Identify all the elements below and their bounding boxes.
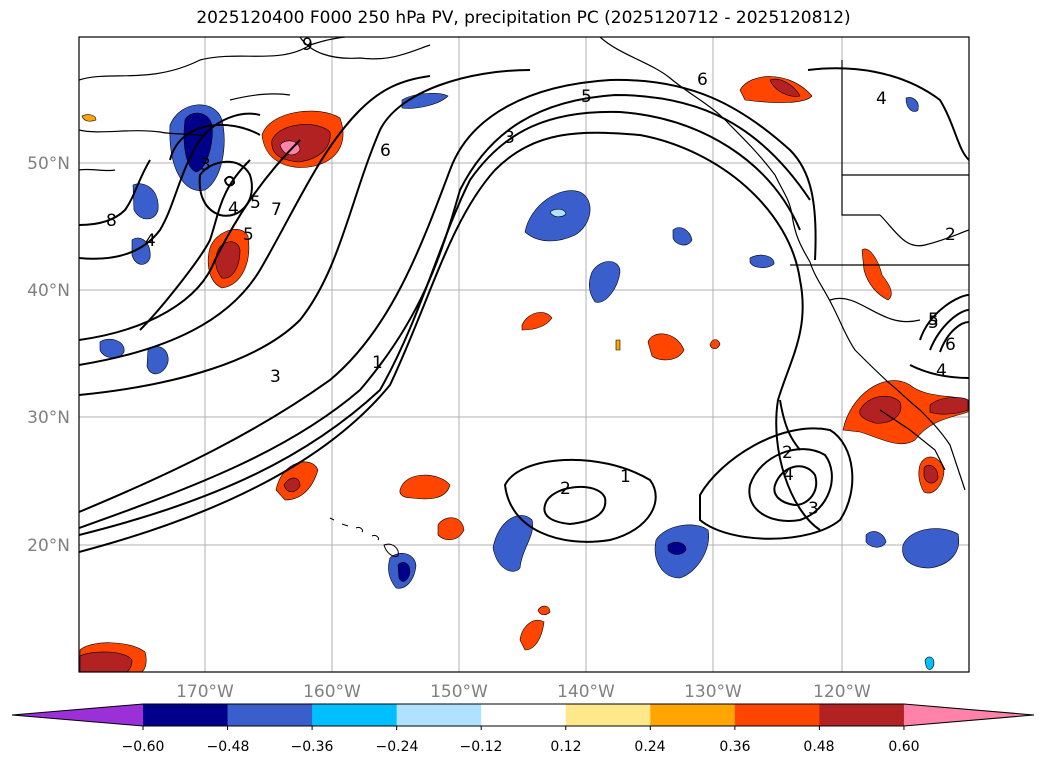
- contour-label: 4: [783, 465, 794, 485]
- colorbar-segment: [819, 704, 905, 726]
- colorbar-segment: [734, 704, 820, 726]
- contour-label: 6: [697, 70, 708, 90]
- lon-tick-label: 170°W: [176, 682, 234, 702]
- contour-label: 1: [372, 353, 383, 373]
- contour-label: 4: [145, 231, 156, 251]
- colorbar-segment: [312, 704, 398, 726]
- hawaiian-islands: [329, 517, 399, 557]
- map-title: 2025120400 F000 250 hPa PV, precipitatio…: [196, 8, 851, 28]
- map-frame: [78, 36, 970, 673]
- lat-tick-label: 40°N: [27, 281, 70, 301]
- colorbar-tick-label: −0.12: [460, 739, 503, 755]
- colorbar-segment: [650, 704, 736, 726]
- colorbar-tick-label: 0.36: [719, 739, 750, 755]
- contour-label: 3: [270, 367, 281, 387]
- contour-label: 3: [200, 155, 211, 175]
- colorbar-tick-label: 0.24: [634, 739, 665, 755]
- colorbar-extend-max: [903, 704, 1034, 726]
- contour-label: 2: [782, 443, 793, 463]
- lon-tick-label: 140°W: [557, 682, 615, 702]
- pv-contours: [79, 67, 969, 553]
- contour-label: 5: [928, 310, 939, 330]
- graticule: [79, 37, 969, 672]
- lon-tick-label: 120°W: [813, 682, 871, 702]
- contour-label: 4: [876, 89, 887, 109]
- contour-label: 7: [271, 200, 282, 220]
- colorbar: [11, 703, 1035, 730]
- colorbar-tick-label: 0.48: [803, 739, 834, 755]
- contour-label: 5: [581, 87, 592, 107]
- contour-labels: 9 8 7 6 5 4 5 6 4 5 3 2 3 1 5 4 5 6 4 1 …: [106, 35, 956, 519]
- lon-tick-label: 150°W: [430, 682, 488, 702]
- colorbar-tick-label: −0.24: [376, 739, 419, 755]
- contour-label: 5: [250, 193, 261, 213]
- contour-label: 3: [504, 128, 515, 148]
- colorbar-segment: [227, 704, 313, 726]
- colorbar-segment: [565, 704, 651, 726]
- contour-label: 4: [228, 199, 239, 219]
- contour-label: 6: [380, 141, 391, 161]
- longitude-tick-labels: 170°W 160°W 150°W 140°W 130°W 120°W: [176, 682, 871, 702]
- colorbar-tick-label: −0.36: [291, 739, 334, 755]
- colorbar-labels: −0.60 −0.48 −0.36 −0.24 −0.12 0.12 0.24 …: [122, 739, 920, 755]
- coastlines: [79, 37, 969, 491]
- lon-tick-label: 160°W: [303, 682, 361, 702]
- contour-label: 5: [928, 313, 939, 333]
- colorbar-tick-label: −0.60: [122, 739, 165, 755]
- contour-label: 2: [945, 225, 956, 245]
- lat-tick-label: 30°N: [27, 408, 70, 428]
- lat-tick-label: 20°N: [27, 536, 70, 556]
- colorbar-tick-label: 0.60: [888, 739, 919, 755]
- contour-label: 4: [936, 361, 947, 381]
- contour-label: 1: [620, 467, 631, 487]
- colorbar-tick-label: 0.12: [550, 739, 581, 755]
- contour-label: 8: [106, 211, 117, 231]
- contour-label: 3: [808, 499, 819, 519]
- lon-tick-label: 130°W: [684, 682, 742, 702]
- contour-label: 9: [302, 35, 313, 55]
- latitude-tick-labels: 50°N 40°N 30°N 20°N: [27, 154, 70, 556]
- colorbar-tick-label: −0.48: [207, 739, 250, 755]
- colorbar-segment: [143, 704, 229, 726]
- contour-label: 2: [560, 479, 571, 499]
- contour-label: 6: [945, 335, 956, 355]
- lat-tick-label: 50°N: [27, 154, 70, 174]
- contour-label: 5: [243, 225, 254, 245]
- colorbar-extend-min: [12, 704, 143, 726]
- colorbar-segment: [396, 704, 482, 726]
- colorbar-segment: [481, 704, 567, 726]
- map-plot-area: 9 8 7 6 5 4 5 6 4 5 3 2 3 1 5 4 5 6 4 1 …: [79, 35, 969, 672]
